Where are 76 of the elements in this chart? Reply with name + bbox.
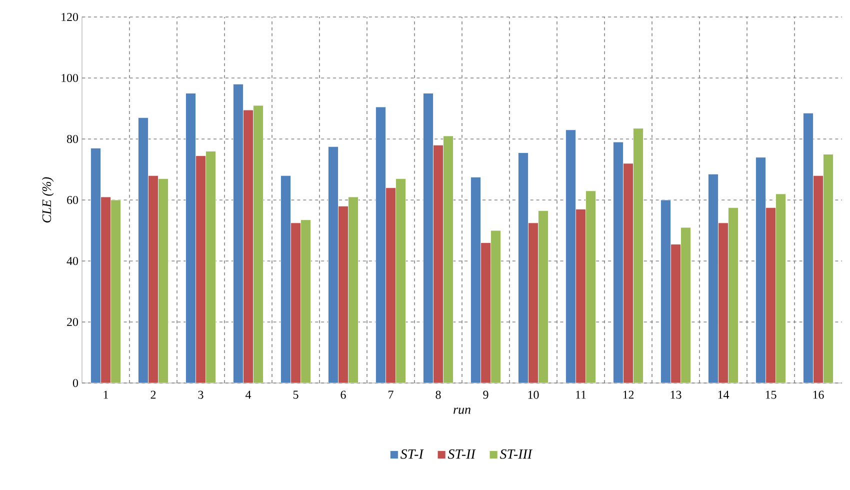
y-axis-title: CLE (%): [42, 177, 54, 222]
y-tick-label: 60: [67, 196, 78, 204]
legend-label: ST-III: [500, 449, 533, 459]
x-tick-label: 12: [623, 390, 634, 399]
bar: [338, 206, 348, 383]
bar: [186, 93, 196, 383]
bar: [756, 157, 766, 383]
bar: [386, 188, 396, 383]
bar: [396, 178, 406, 383]
bar: [633, 128, 644, 383]
x-tick-label: 4: [246, 390, 252, 399]
bar: [206, 150, 216, 383]
bar: [280, 175, 291, 383]
x-tick-label: 1: [104, 390, 108, 399]
bar: [490, 230, 501, 383]
bar: [660, 200, 671, 383]
bar: [253, 105, 264, 383]
bar: [538, 210, 548, 383]
bar: [90, 148, 101, 383]
x-tick-label: 10: [528, 390, 539, 399]
x-tick-label: 13: [670, 390, 682, 399]
bar: [518, 152, 528, 383]
bar: [586, 190, 596, 383]
bar: [300, 220, 311, 383]
bar: [328, 146, 338, 383]
x-tick-label: 2: [150, 390, 156, 399]
x-tick-label: 7: [388, 390, 394, 399]
x-axis-title: run: [454, 408, 470, 414]
y-tick-label: 40: [66, 256, 78, 266]
bar: [613, 142, 624, 383]
x-tick-label: 16: [813, 390, 824, 399]
bar: [443, 136, 454, 383]
x-tick-label: 14: [718, 390, 730, 399]
bar: [708, 174, 718, 383]
x-tick-label: 11: [576, 390, 586, 399]
bar: [196, 156, 206, 383]
bar: [823, 154, 834, 383]
x-tick-label: 6: [340, 390, 346, 399]
bar: [623, 163, 634, 383]
bar: [470, 176, 481, 383]
bar: [376, 106, 386, 383]
bar: [138, 117, 148, 383]
bar: [566, 130, 576, 383]
bar: [100, 196, 111, 383]
x-tick-label: 15: [766, 390, 776, 399]
bar: [776, 194, 786, 383]
bar: [423, 93, 434, 383]
bar: [680, 227, 691, 383]
legend-label: ST-II: [448, 449, 476, 459]
y-tick-label: 100: [62, 74, 78, 82]
bar: [110, 200, 121, 383]
bar: [670, 244, 681, 383]
y-tick-label: 0: [72, 378, 78, 388]
bar: [233, 84, 244, 383]
x-tick-label: 8: [436, 390, 441, 399]
bar: [480, 242, 491, 383]
x-tick-label: 9: [483, 390, 488, 399]
x-tick-label: 5: [293, 390, 298, 399]
bar: [813, 175, 824, 383]
bar: [433, 144, 444, 383]
legend-label: ST-I: [400, 449, 424, 459]
bar: [766, 207, 776, 383]
x-tick-label: 3: [198, 390, 204, 399]
y-tick-label: 20: [67, 318, 78, 326]
bar: [803, 112, 814, 383]
bar: [576, 208, 586, 383]
bar: [528, 222, 538, 383]
y-tick-label: 80: [66, 134, 78, 144]
bar: [158, 178, 168, 383]
bar: [718, 222, 728, 383]
y-tick-label: 120: [62, 12, 78, 22]
bar: [728, 207, 738, 383]
bar: [148, 175, 158, 383]
bar: [243, 110, 254, 383]
bar: [348, 196, 358, 383]
bar: [290, 222, 301, 383]
